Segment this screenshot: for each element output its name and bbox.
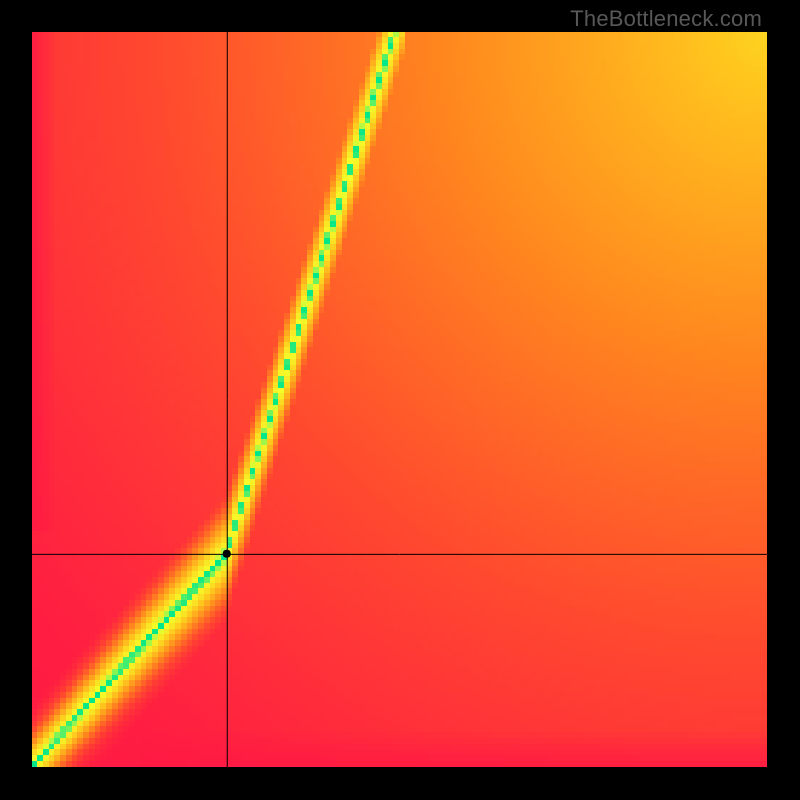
bottleneck-heatmap — [32, 32, 767, 767]
chart-container: TheBottleneck.com — [0, 0, 800, 800]
watermark-text: TheBottleneck.com — [570, 6, 762, 32]
